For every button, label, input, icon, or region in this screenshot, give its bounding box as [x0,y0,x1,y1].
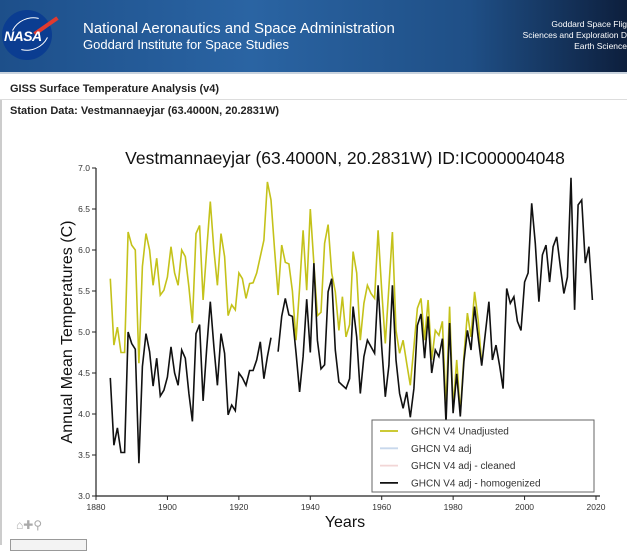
left-border [0,100,2,545]
x-tick-label: 1880 [87,502,106,512]
x-axis-label: Years [325,514,365,531]
y-tick-label: 4.0 [78,409,90,419]
legend-box [371,419,595,493]
x-tick-label: 1980 [444,502,463,512]
x-tick-label: 1900 [158,502,177,512]
site-header: NASA National Aeronautics and Space Admi… [0,0,627,74]
series-line-0 [109,181,483,414]
move-icon[interactable]: ✚ [23,518,34,532]
x-tick-label: 1940 [301,502,320,512]
header-right-line[interactable]: Sciences and Exploration D [522,30,627,40]
y-tick-label: 7.0 [78,163,90,173]
x-tick-label: 2000 [515,502,534,512]
bottom-button[interactable] [10,539,87,551]
page-title: GISS Surface Temperature Analysis (v4) [10,83,220,95]
x-tick-label: 1920 [229,502,248,512]
header-right-line[interactable]: Earth Science [574,41,627,51]
y-tick-label: 5.0 [78,327,90,337]
home-icon[interactable]: ⌂ [16,518,24,532]
divider [0,99,627,100]
y-tick-label: 3.0 [78,491,90,501]
series-line-3 [109,177,594,464]
zoom-icon[interactable]: ⚲ [33,518,43,532]
x-tick-label: 1960 [372,502,391,512]
header-subtitle[interactable]: Goddard Institute for Space Studies [83,37,289,52]
y-tick-label: 4.5 [78,368,90,378]
legend-label: GHCN V4 Unadjusted [411,427,509,438]
legend: GHCN V4 Unadjusted GHCN V4 adj GHCN V4 adj… [371,419,595,493]
y-tick-label: 6.0 [78,245,90,255]
y-tick-label: 5.5 [78,286,90,296]
y-tick-label: 3.5 [78,450,90,460]
plot-toolbar: ⌂✚⚲ [16,518,42,532]
chart-title: Vestmannaeyjar (63.4000N, 20.2831W) ID:I… [125,148,565,168]
x-tick-label: 2020 [587,502,606,512]
header-right-line[interactable]: Goddard Space Flig [551,19,627,29]
legend-label: GHCN V4 adj - cleaned [411,461,516,472]
y-axis-label: Annual Mean Temperatures (C) [59,221,76,444]
temperature-chart: Vestmannaeyjar (63.4000N, 20.2831W) ID:I… [59,148,606,531]
nasa-logo[interactable]: NASA [2,10,59,60]
header-title[interactable]: National Aeronautics and Space Administr… [83,20,395,37]
legend-label: GHCN V4 adj - homogenized [411,478,541,489]
y-tick-label: 6.5 [78,204,90,214]
station-title: Station Data: Vestmannaeyjar (63.4000N, … [10,105,280,117]
legend-label: GHCN V4 adj [411,444,472,455]
